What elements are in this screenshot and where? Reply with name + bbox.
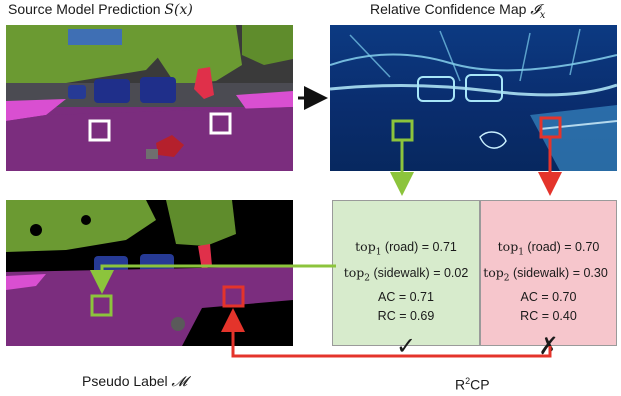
cross-icon: ✗ [538, 333, 559, 360]
rc-line: RC = 0.40 [520, 309, 577, 323]
source-prediction-title: Source Model Prediction S(x) [8, 1, 193, 18]
source-prediction-image [6, 25, 293, 171]
segmentation-map [6, 25, 293, 171]
relative-confidence-map-image [330, 25, 617, 171]
green-arrow-to-pseudo-label [90, 264, 336, 294]
ac-line: AC = 0.70 [520, 290, 577, 304]
confidence-box-red [539, 116, 562, 139]
top1-line: top1 (road) = 0.71 [355, 239, 457, 258]
source-pixel-box-right [209, 112, 232, 135]
source-pixel-box-left [88, 119, 111, 142]
pseudo-label-title: Pseudo Label 𝓜 [82, 373, 188, 390]
top2-line: top2 (sidewalk) = 0.02 [343, 264, 469, 284]
ac-line: AC = 0.71 [378, 290, 434, 304]
red-arrow-to-pseudo-label [221, 308, 552, 358]
confidence-heatmap [330, 25, 617, 171]
top2-line: top2 (sidewalk) = 0.30 [483, 264, 608, 284]
pseudo-box-red [222, 285, 245, 308]
incorrect-pixel-card: top1 (road) = 0.70 top2 (sidewalk) = 0.3… [480, 200, 617, 360]
check-icon: ✓ [395, 333, 417, 360]
pseudo-box-green [90, 294, 113, 317]
confidence-box-green [391, 119, 414, 142]
correct-card-rows: top1 (road) = 0.71 top2 (sidewalk) = 0.0… [333, 237, 479, 360]
r2cp-title: R2CP [455, 376, 490, 393]
correct-pixel-card: top1 (road) = 0.71 top2 (sidewalk) = 0.0… [332, 200, 480, 360]
confidence-map-title: Relative Confidence Map 𝓘x [370, 1, 546, 21]
incorrect-card-rows: top1 (road) = 0.70 top2 (sidewalk) = 0.3… [481, 237, 616, 360]
pseudo-label-image [6, 200, 293, 346]
pseudo-label-map [6, 200, 293, 346]
top1-line: top1 (road) = 0.70 [497, 239, 600, 258]
rc-line: RC = 0.69 [377, 309, 435, 323]
